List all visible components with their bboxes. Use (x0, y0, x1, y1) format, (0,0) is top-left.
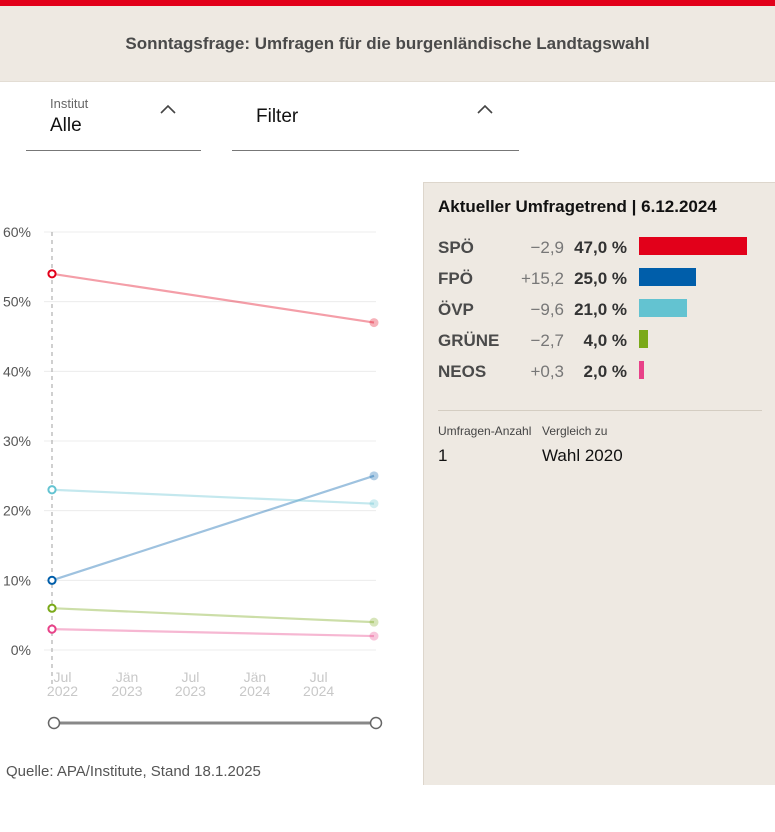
data-point-highlight (47, 269, 57, 279)
x-tick-month: Jul (181, 669, 199, 685)
data-point-highlight (47, 624, 57, 634)
filter-dropdown[interactable]: Filter (232, 90, 519, 151)
line-chart: 60%50%40%30%20%10%0% Jul2022Jän2023Jul20… (3, 224, 383, 730)
data-point-highlight (47, 575, 57, 585)
institut-dropdown-value: Alle (50, 115, 82, 136)
top-accent-bar (0, 0, 775, 6)
party-bar (639, 237, 747, 255)
party-bar (639, 361, 644, 379)
party-diff: −9,6 (530, 300, 564, 319)
series-line (51, 272, 375, 324)
x-tick-month: Jän (244, 669, 267, 685)
grid-lines (44, 231, 376, 651)
party-diff: +0,3 (530, 362, 564, 381)
y-axis-labels: 60% 50% 40% 30% 20% 10% 0% (3, 224, 31, 658)
chevron-up-icon (477, 104, 493, 114)
series-lines (47, 269, 379, 641)
data-point (369, 617, 379, 627)
trend-row: FPÖ +15,2 25,0 % (424, 265, 775, 296)
series-grüne (47, 603, 379, 627)
y-tick-label: 20% (3, 503, 31, 519)
series-line (51, 628, 375, 638)
compare-value: Wahl 2020 (542, 446, 623, 465)
page-title: Sonntagsfrage: Umfragen für die burgenlä… (125, 33, 650, 53)
trend-title: Aktueller Umfragetrend | 6.12.2024 (438, 197, 717, 216)
party-diff: +15,2 (520, 269, 564, 288)
party-name: SPÖ (438, 238, 474, 257)
x-tick-year: 2023 (175, 683, 206, 699)
data-point-highlight (47, 485, 57, 495)
party-diff: −2,9 (530, 238, 564, 257)
trend-row: NEOS +0,3 2,0 % (424, 358, 775, 389)
party-name: GRÜNE (438, 331, 500, 350)
party-value: 25,0 % (574, 269, 627, 288)
party-name: NEOS (438, 362, 487, 381)
party-value: 47,0 % (574, 238, 627, 257)
divider (438, 410, 762, 411)
x-tick-month: Jul (310, 669, 328, 685)
slider-end-handle[interactable] (369, 716, 383, 730)
trend-row: SPÖ −2,9 47,0 % (424, 234, 775, 265)
poll-count-label: Umfragen-Anzahl (438, 424, 532, 438)
party-bar (639, 330, 649, 348)
date-range-slider[interactable] (47, 716, 383, 730)
institut-dropdown[interactable]: Institut Alle (26, 90, 201, 151)
data-point (369, 471, 379, 481)
series-line (51, 474, 375, 582)
poll-count-value: 1 (438, 446, 448, 465)
compare-label: Vergleich zu (542, 424, 608, 438)
party-name: ÖVP (438, 300, 474, 319)
x-tick-year: 2022 (47, 683, 78, 699)
series-övp (47, 485, 379, 509)
party-value: 21,0 % (574, 300, 627, 319)
trend-panel: Aktueller Umfragetrend | 6.12.2024 SPÖ −2… (423, 182, 775, 785)
series-line (51, 607, 375, 624)
party-value: 2,0 % (583, 362, 627, 381)
slider-start-handle[interactable] (47, 716, 61, 730)
series-fpö (47, 471, 379, 585)
header: Sonntagsfrage: Umfragen für die burgenlä… (0, 6, 775, 82)
y-tick-label: 10% (3, 572, 31, 588)
y-tick-label: 0% (11, 642, 31, 658)
chevron-up-icon (160, 104, 176, 114)
source-note: Quelle: APA/Institute, Stand 18.1.2025 (6, 763, 261, 780)
series-line (51, 488, 375, 505)
party-name: FPÖ (438, 269, 473, 288)
y-tick-label: 30% (3, 433, 31, 449)
series-spö (47, 269, 379, 328)
x-tick-year: 2024 (239, 683, 270, 699)
x-tick-year: 2023 (111, 683, 142, 699)
data-point (369, 631, 379, 641)
party-bar (639, 268, 697, 286)
x-tick-month: Jän (116, 669, 139, 685)
trend-row: GRÜNE −2,7 4,0 % (424, 327, 775, 358)
y-tick-label: 50% (3, 294, 31, 310)
data-point (369, 318, 379, 328)
party-bar (639, 299, 688, 317)
filter-dropdown-value: Filter (256, 106, 299, 127)
y-tick-label: 60% (3, 224, 31, 240)
y-tick-label: 40% (3, 363, 31, 379)
institut-dropdown-label: Institut (50, 96, 89, 111)
x-tick-month: Jul (54, 669, 72, 685)
party-value: 4,0 % (583, 331, 627, 350)
series-neos (47, 624, 379, 641)
data-point (369, 499, 379, 509)
party-diff: −2,7 (530, 331, 564, 350)
x-tick-year: 2024 (303, 683, 334, 699)
data-point-highlight (47, 603, 57, 613)
trend-row: ÖVP −9,6 21,0 % (424, 296, 775, 327)
